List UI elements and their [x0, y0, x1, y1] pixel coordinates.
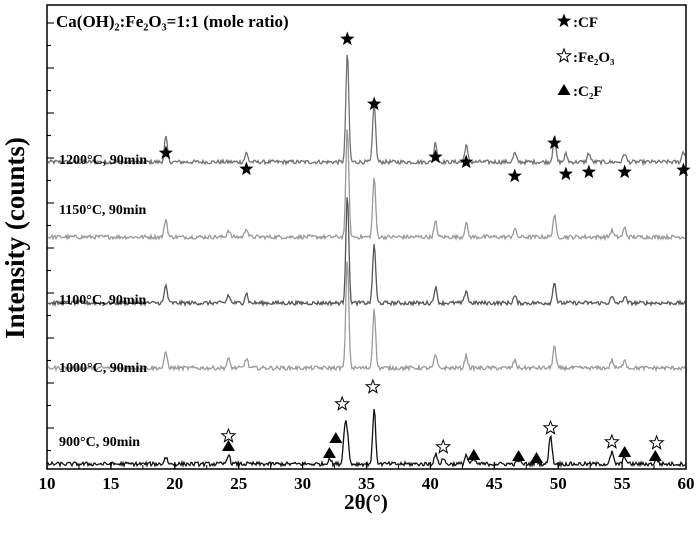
fe2o3-star-marker	[603, 433, 620, 449]
trace-line	[47, 197, 686, 308]
chart-title: Ca(OH)₂:Fe₂O₃=1:1 (mole ratio)	[56, 12, 289, 31]
x-tick-label: 55	[614, 474, 631, 493]
c2f-triangle-marker	[529, 452, 543, 463]
x-tick-label: 25	[230, 474, 247, 493]
y-axis-label: Intensity (counts)	[0, 137, 30, 339]
c2f-triangle-marker	[618, 446, 632, 457]
cf-star-marker	[558, 166, 573, 181]
c2f-triangle-marker	[467, 449, 481, 460]
fe2o3-star-marker	[435, 438, 452, 454]
legend-filled-star-icon	[556, 13, 572, 28]
legend-label: :Fe₂O₃	[573, 50, 615, 66]
series-label: 900°C, 90min	[59, 435, 140, 450]
x-tick-label: 40	[422, 474, 439, 493]
cf-star-marker	[158, 145, 173, 160]
c2f-triangle-marker	[322, 447, 336, 458]
x-tick-label: 35	[358, 474, 375, 493]
x-tick-label: 50	[550, 474, 567, 493]
x-tick-label: 20	[166, 474, 183, 493]
cf-star-marker	[340, 31, 355, 46]
cf-star-marker	[459, 154, 474, 169]
c2f-triangle-marker	[512, 450, 526, 461]
trace-line	[47, 54, 686, 167]
phase-markers	[158, 31, 691, 463]
legend-filled-triangle-icon	[557, 84, 571, 95]
x-tick-label: 15	[102, 474, 119, 493]
cf-star-marker	[507, 168, 522, 183]
x-tick-label: 60	[678, 474, 695, 493]
legend-open-star-icon	[555, 47, 573, 63]
legend-label: :C₂F	[573, 84, 603, 100]
legend-label: :CF	[573, 15, 598, 31]
fe2o3-star-marker	[648, 434, 665, 450]
series-label: 1000°C, 90min	[59, 361, 147, 376]
trace-line	[47, 129, 686, 242]
trace-line	[47, 261, 686, 373]
fe2o3-star-marker	[334, 395, 351, 411]
traces	[47, 54, 686, 469]
cf-star-marker	[581, 164, 596, 179]
fe2o3-star-marker	[220, 427, 237, 443]
cf-star-marker	[239, 161, 254, 176]
cf-star-marker	[428, 149, 443, 164]
x-tick-label: 45	[486, 474, 503, 493]
c2f-triangle-marker	[648, 450, 662, 461]
c2f-triangle-marker	[329, 432, 343, 443]
y-axis-ticks	[47, 22, 54, 452]
x-tick-label: 30	[294, 474, 311, 493]
x-axis-label: 2θ(°)	[344, 490, 388, 514]
c2f-triangle-marker	[221, 440, 235, 451]
cf-star-marker	[547, 135, 562, 150]
cf-star-marker	[617, 164, 632, 179]
x-axis: 10 15 20 25 30 35 40 45 50 55 60	[39, 462, 695, 493]
fe2o3-star-marker	[542, 419, 559, 435]
cf-star-marker	[367, 96, 382, 111]
cf-star-marker	[676, 162, 691, 177]
series-label: 1150°C, 90min	[59, 203, 146, 218]
legend: :CF :Fe₂O₃ :C₂F	[555, 13, 615, 100]
series-label: 1200°C, 90min	[59, 153, 147, 168]
x-tick-label: 10	[39, 474, 56, 493]
series-labels: 1200°C, 90min 1150°C, 90min 1100°C, 90min 1…	[59, 153, 147, 450]
fe2o3-star-marker	[364, 378, 381, 394]
series-label: 1100°C, 90min	[59, 293, 146, 308]
